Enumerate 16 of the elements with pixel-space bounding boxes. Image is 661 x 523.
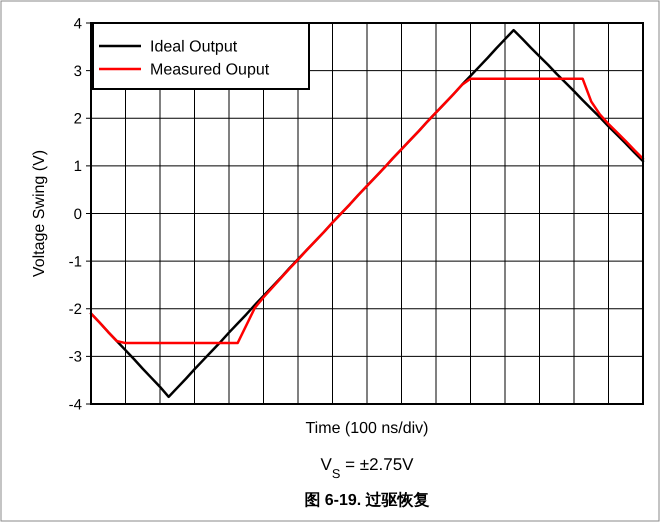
line-series	[90, 77, 644, 344]
y-tick-label: -4	[68, 396, 82, 414]
text: 图 6-19. 过驱恢复	[304, 491, 430, 509]
x-axis-title: Time (100 ns/div)	[306, 420, 428, 437]
y-tick-label: 3	[74, 62, 82, 80]
y-tick-label: -1	[68, 253, 82, 270]
y-tick-label: -2	[68, 301, 82, 318]
legend-label: Measured Ouput	[150, 62, 270, 79]
y-tick-label: 2	[74, 110, 82, 128]
y-axis-title: Voltage Swing (V)	[31, 150, 48, 278]
y-tick-label: 0	[74, 206, 82, 223]
text: V$_{S}$ = ±2.75V	[320, 455, 414, 480]
y-tick-label: 1	[74, 158, 82, 176]
y-tick-label: 4	[74, 15, 82, 32]
legend-label: Ideal Output	[150, 38, 238, 56]
y-tick-label: -3	[68, 348, 82, 366]
